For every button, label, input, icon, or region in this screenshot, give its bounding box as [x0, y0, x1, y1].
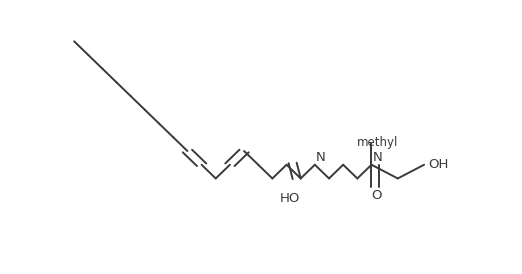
Text: OH: OH: [428, 158, 448, 171]
Text: N: N: [316, 151, 326, 164]
Text: methyl: methyl: [357, 136, 398, 149]
Text: O: O: [371, 189, 382, 202]
Text: N: N: [373, 151, 383, 164]
Text: HO: HO: [280, 192, 300, 204]
